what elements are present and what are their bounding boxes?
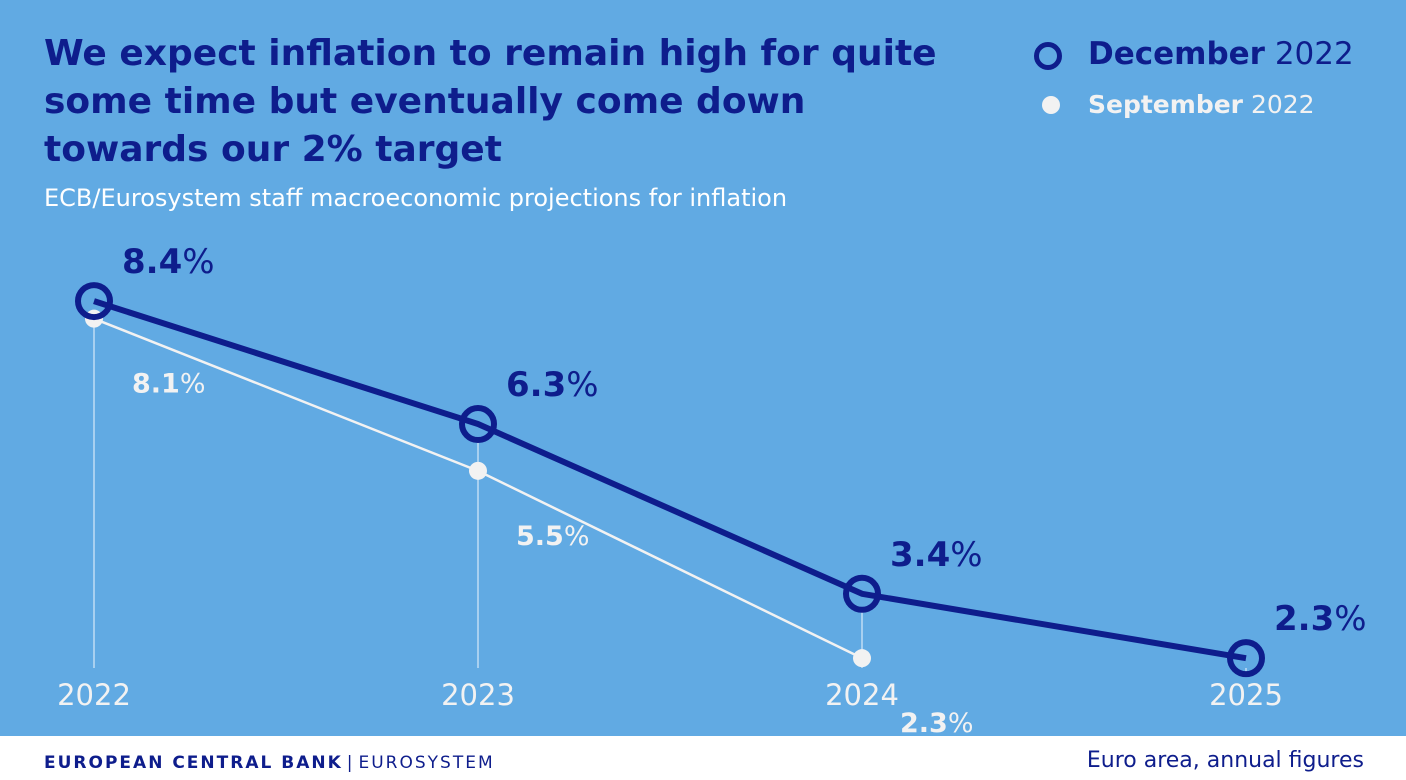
ring-marker-icon	[1034, 42, 1062, 70]
point-december-2024	[843, 574, 881, 613]
series-line-december	[93, 298, 1247, 662]
point-september-2023	[469, 461, 487, 480]
chart-panel: We expect inflation to remain high for q…	[0, 0, 1406, 736]
data-label-december-2024: 3.4%	[890, 535, 983, 575]
chart-title: We expect inflation to remain high for q…	[44, 33, 937, 170]
chart-subtitle: ECB/Eurosystem staff macroeconomic proje…	[44, 184, 788, 212]
data-label-december-2023: 6.3%	[506, 365, 599, 405]
point-december-2023	[459, 405, 497, 444]
x-tick-label-2023: 2023	[441, 678, 515, 712]
data-label-september-2023: 5.5%	[516, 521, 590, 552]
x-tick-label-2025: 2025	[1209, 678, 1283, 712]
point-december-2022	[75, 282, 113, 321]
data-label-september-2024: 2.3%	[900, 708, 974, 736]
legend-december-year: 2022	[1274, 36, 1354, 72]
line-chart: 8.4% 6.3% 3.4% 2.3% 8.1% 5.5% 2.3% 2022 2023 2024…	[57, 242, 1367, 736]
point-december-2025	[1227, 639, 1265, 678]
data-label-december-2025: 2.3%	[1274, 599, 1367, 639]
data-label-december-2022: 8.4%	[122, 242, 215, 282]
org-name-bold: EUROPEAN CENTRAL BANK	[44, 753, 343, 773]
legend-september-year: 2022	[1250, 90, 1315, 119]
x-tick-label-2022: 2022	[57, 678, 131, 712]
footer-note: Euro area, annual figures	[1086, 748, 1364, 773]
data-label-september-2022: 8.1%	[132, 369, 206, 400]
x-tick-label-2024: 2024	[825, 678, 899, 712]
legend-december-month: December	[1088, 36, 1265, 72]
org-separator: |	[346, 753, 355, 773]
org-name-eurosystem: EUROSYSTEM	[358, 753, 495, 773]
org-name: EUROPEAN CENTRAL BANK | EUROSYSTEM	[44, 753, 495, 773]
dot-marker-icon	[1042, 96, 1060, 114]
legend-september-month: September	[1088, 90, 1243, 119]
point-september-2024	[853, 649, 871, 668]
